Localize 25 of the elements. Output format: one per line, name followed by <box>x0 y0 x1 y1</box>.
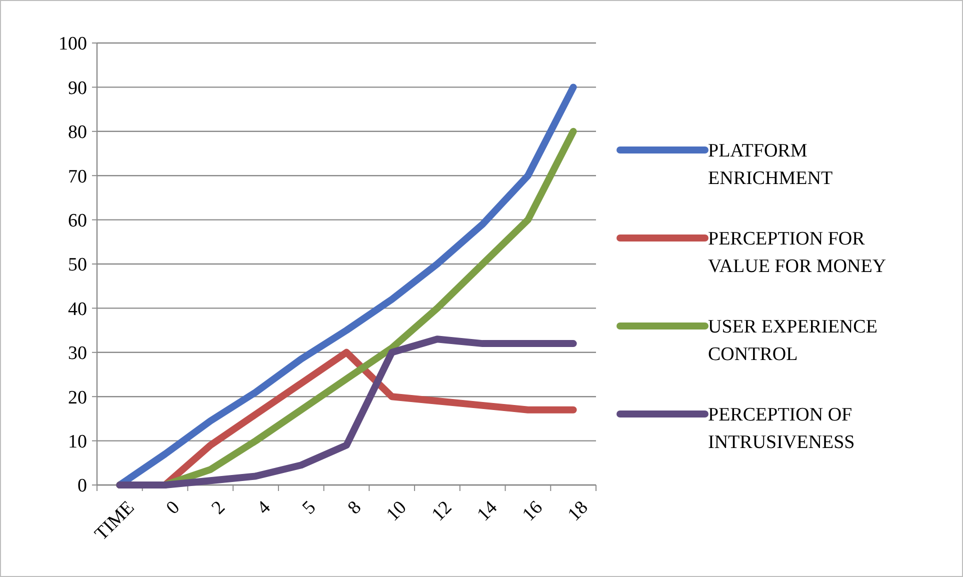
y-tick-label: 90 <box>68 78 87 99</box>
x-tick-label: 12 <box>428 497 456 526</box>
x-tick-label: 4 <box>253 496 276 519</box>
y-tick-label: 0 <box>78 476 87 497</box>
x-tick-label: 18 <box>564 497 592 526</box>
y-tick-label: 70 <box>68 166 87 188</box>
y-tick-label: 100 <box>58 34 87 55</box>
x-tick-label: 2 <box>208 497 230 519</box>
x-tick-label: 10 <box>382 497 411 526</box>
x-tick-label: 14 <box>473 496 502 526</box>
y-tick-label: 60 <box>68 210 87 232</box>
legend-label: PERCEPTION FOR VALUE FOR MONEY <box>708 228 886 278</box>
legend-label: PLATFORM ENRICHMENT <box>708 140 833 190</box>
legend-label: USER EXPERIENCE CONTROL <box>708 316 878 366</box>
y-tick-label: 30 <box>68 343 87 364</box>
y-tick-label: 50 <box>68 254 87 276</box>
y-tick-label: 40 <box>68 298 87 320</box>
x-tick-label: 8 <box>344 497 366 519</box>
x-tick-label: 5 <box>298 497 320 519</box>
y-tick-label: 20 <box>68 387 87 408</box>
x-tick-label: 0 <box>162 497 184 519</box>
legend-label: PERCEPTION OF INTRUSIVENESS <box>708 404 855 454</box>
x-tick-label: 16 <box>518 497 547 526</box>
y-tick-label: 10 <box>68 431 87 452</box>
y-tick-label: 80 <box>68 122 87 144</box>
